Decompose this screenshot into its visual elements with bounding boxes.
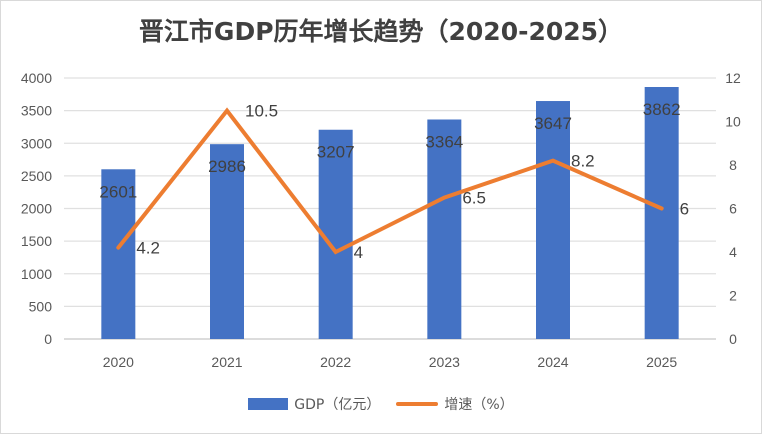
gdp-data-label: 3364 xyxy=(425,132,463,151)
growth-data-label: 4 xyxy=(354,243,363,262)
gdp-data-label: 2601 xyxy=(99,182,137,201)
gdp-bar xyxy=(427,119,462,340)
right-axis-tick-label: 6 xyxy=(729,201,737,217)
legend-label-growth: 增速（%） xyxy=(444,397,514,413)
gdp-bar xyxy=(210,144,244,339)
right-axis-tick-label: 0 xyxy=(729,331,737,347)
x-axis-tick-label: 2025 xyxy=(646,354,677,370)
gdp-data-label: 3862 xyxy=(643,100,681,119)
left-axis-tick-label: 4000 xyxy=(21,70,52,86)
gdp-bar xyxy=(536,101,570,339)
x-axis-tick-label: 2020 xyxy=(103,354,134,370)
legend-item-gdp[interactable]: GDP（亿元） xyxy=(248,394,380,414)
left-axis-tick-label: 3500 xyxy=(21,103,52,119)
chart-title: 晋江市GDP历年增长趋势（2020-2025） xyxy=(138,17,624,46)
right-axis-tick-label: 2 xyxy=(729,288,737,304)
right-axis-ticks: 0 2 4 6 8 10 12 xyxy=(725,70,741,347)
growth-data-label: 10.5 xyxy=(245,102,278,121)
right-axis-tick-label: 10 xyxy=(725,114,741,130)
left-axis-tick-label: 1000 xyxy=(21,266,52,282)
left-axis-tick-label: 0 xyxy=(44,331,52,347)
x-axis-tick-label: 2022 xyxy=(320,354,351,370)
right-axis-tick-label: 12 xyxy=(725,70,741,86)
growth-data-labels: 4.2 10.5 4 6.5 8.2 6 xyxy=(136,102,689,262)
right-axis-tick-label: 8 xyxy=(729,157,737,173)
gdp-bar xyxy=(644,87,679,339)
x-axis-ticks: 2020 2021 2022 2023 2024 2025 xyxy=(103,354,678,370)
x-axis-tick-label: 2023 xyxy=(429,354,460,370)
left-axis-tick-label: 3000 xyxy=(21,135,52,151)
growth-data-label: 4.2 xyxy=(136,239,160,258)
left-axis-tick-label: 2500 xyxy=(21,168,52,184)
legend: GDP（亿元） 增速（%） xyxy=(0,394,762,414)
gridlines xyxy=(64,77,716,340)
left-axis-tick-label: 500 xyxy=(29,298,53,314)
legend-item-growth[interactable]: 增速（%） xyxy=(396,394,514,414)
left-axis-ticks: 0 500 1000 1500 2000 2500 3000 3500 4000 xyxy=(21,70,52,347)
legend-label-gdp: GDP（亿元） xyxy=(294,397,381,413)
x-axis-tick-label: 2021 xyxy=(211,354,242,370)
left-axis-tick-label: 1500 xyxy=(21,233,52,249)
gdp-data-label: 2986 xyxy=(208,157,246,176)
legend-swatch-gdp xyxy=(248,398,289,410)
left-axis-tick-label: 2000 xyxy=(21,201,52,217)
gdp-data-label: 3207 xyxy=(317,143,355,162)
gdp-bar xyxy=(101,169,136,339)
growth-data-label: 6 xyxy=(680,200,689,219)
growth-data-label: 8.2 xyxy=(571,152,595,171)
growth-line-group xyxy=(116,107,664,255)
gdp-data-labels: 2601 2986 3207 3364 3647 3862 xyxy=(99,100,680,201)
growth-line xyxy=(116,107,664,255)
gdp-data-label: 3647 xyxy=(534,114,572,133)
right-axis-tick-label: 4 xyxy=(729,244,737,260)
gdp-bars xyxy=(101,87,679,340)
growth-data-label: 6.5 xyxy=(462,189,486,208)
x-axis-tick-label: 2024 xyxy=(537,354,568,370)
legend-swatch-growth xyxy=(396,402,439,406)
